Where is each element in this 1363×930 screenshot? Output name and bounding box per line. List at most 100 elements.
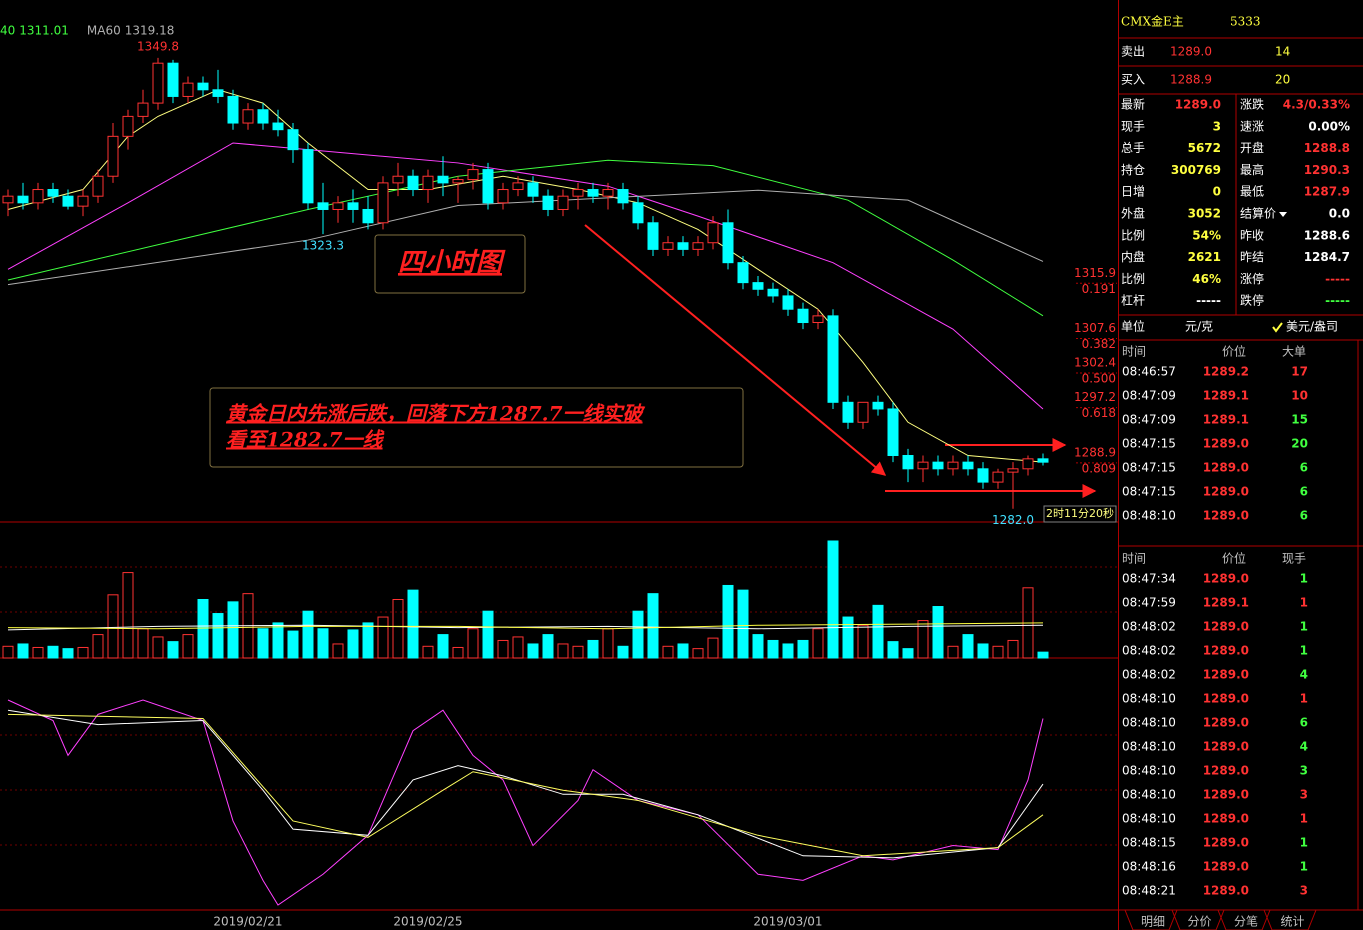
tab[interactable]: 统计 <box>1280 915 1304 929</box>
annotation-box <box>374 234 526 294</box>
candle-body <box>692 242 704 250</box>
trade-price: 1289.0 <box>1203 836 1249 850</box>
volume-bar <box>1037 651 1049 659</box>
quote-value: 1284.7 <box>1304 250 1350 264</box>
candle-body <box>662 242 674 250</box>
candle-body <box>632 202 644 224</box>
quote-label: 开盘 <box>1240 140 1264 155</box>
volume-bar <box>1007 639 1019 659</box>
candle-body <box>212 89 224 97</box>
trade-price: 1289.0 <box>1203 788 1249 802</box>
trade-price: 1289.1 <box>1203 389 1249 403</box>
fib-ratio: 0.191 <box>1082 282 1116 296</box>
check-icon <box>1272 322 1283 333</box>
volume-bar <box>692 648 704 659</box>
candle-body <box>257 109 269 124</box>
quote-label: 结算价 <box>1240 206 1276 221</box>
candle-body <box>857 401 869 423</box>
candle-body <box>437 175 449 184</box>
extreme-label: 1349.8 <box>137 39 179 53</box>
trade-size: 6 <box>1300 509 1308 523</box>
table-header: 时间 <box>1122 345 1146 359</box>
candle-body <box>767 288 779 297</box>
trade-price: 1289.1 <box>1203 413 1249 427</box>
trade-price: 1289.0 <box>1203 740 1249 754</box>
candle-body <box>902 455 914 470</box>
legend-value: 1311.01 <box>19 24 69 38</box>
quote-value: 0.0 <box>1329 207 1350 221</box>
volume-bar <box>917 620 929 659</box>
candle-body <box>602 189 614 197</box>
fib-ratio: 0.618 <box>1082 406 1116 420</box>
annotation: 看至1282.7一线 <box>226 428 386 452</box>
candle-body <box>512 182 524 191</box>
volume-bar <box>197 599 209 659</box>
candle-body <box>407 175 419 191</box>
extreme-label: 1282.0 <box>992 513 1034 527</box>
quote-label: 日增 <box>1121 185 1145 199</box>
table-header: 时间 <box>1122 552 1146 566</box>
trade-price: 1289.0 <box>1203 509 1249 523</box>
quote-label: 内盘 <box>1121 249 1145 264</box>
trade-time: 08:48:10 <box>1122 740 1176 754</box>
candle-body <box>377 182 389 224</box>
volume-bar <box>782 643 794 659</box>
trade-time: 08:48:10 <box>1122 812 1176 826</box>
trade-size: 6 <box>1300 461 1308 475</box>
volume-bar <box>272 622 284 659</box>
volume-bar <box>602 628 614 659</box>
trade-time: 08:47:09 <box>1122 389 1176 403</box>
trade-size: 1 <box>1300 572 1308 586</box>
trade-size: 10 <box>1291 389 1308 403</box>
candle-body <box>587 189 599 197</box>
x-tick-label: 2019/03/01 <box>753 915 822 929</box>
moving-average <box>7 142 1044 410</box>
volume-bar <box>662 645 674 659</box>
volume-average <box>7 624 1044 631</box>
trade-size: 6 <box>1300 716 1308 730</box>
quote-label: 比例 <box>1121 272 1145 286</box>
volume-bar <box>77 646 89 659</box>
quote-value: ----- <box>1196 294 1221 308</box>
volume-bar <box>377 616 389 659</box>
volume-bar <box>497 639 509 659</box>
volume-bar <box>137 628 149 659</box>
trade-size: 17 <box>1291 365 1308 379</box>
quote-value: 2621 <box>1188 250 1221 264</box>
volume-bar <box>767 639 779 659</box>
candle-body <box>1007 468 1019 473</box>
tab[interactable]: 明细 <box>1141 915 1165 929</box>
trade-price: 1289.0 <box>1203 764 1249 778</box>
candle-body <box>527 182 539 197</box>
fib-price: 1307.6 <box>1074 321 1116 335</box>
quote-label: 昨收 <box>1240 228 1264 242</box>
trade-size: 6 <box>1300 485 1308 499</box>
candle-body <box>362 208 374 224</box>
volume-bar <box>422 645 434 659</box>
trade-time: 08:48:10 <box>1122 509 1176 523</box>
volume-bar <box>902 648 914 659</box>
volume-average <box>7 622 1044 630</box>
unit-option[interactable]: 元/克 <box>1185 320 1213 334</box>
volume-bar <box>17 643 29 659</box>
kdj-line <box>7 713 1044 857</box>
unit-option[interactable]: 美元/盎司 <box>1286 320 1338 334</box>
trade-time: 08:46:57 <box>1122 365 1176 379</box>
trade-time: 08:48:10 <box>1122 764 1176 778</box>
volume-bar <box>932 606 944 659</box>
ask-price: 1289.0 <box>1170 45 1212 59</box>
trade-size: 20 <box>1291 437 1308 451</box>
panel-lines <box>1118 37 1363 911</box>
tab[interactable]: 分价 <box>1187 915 1211 929</box>
candle-body <box>647 222 659 250</box>
fib-price: 1302.4 <box>1074 356 1116 370</box>
volume-bar <box>962 634 974 659</box>
tab[interactable]: 分笔 <box>1234 914 1258 929</box>
trade-time: 08:48:21 <box>1122 884 1176 898</box>
candle-body <box>242 109 254 124</box>
trade-size: 3 <box>1300 884 1308 898</box>
dropdown-icon[interactable] <box>1279 212 1288 217</box>
candle-body <box>197 82 209 91</box>
annotation: 黄金日内先涨后跌，回落下方1287.7一线实破 <box>226 402 646 426</box>
